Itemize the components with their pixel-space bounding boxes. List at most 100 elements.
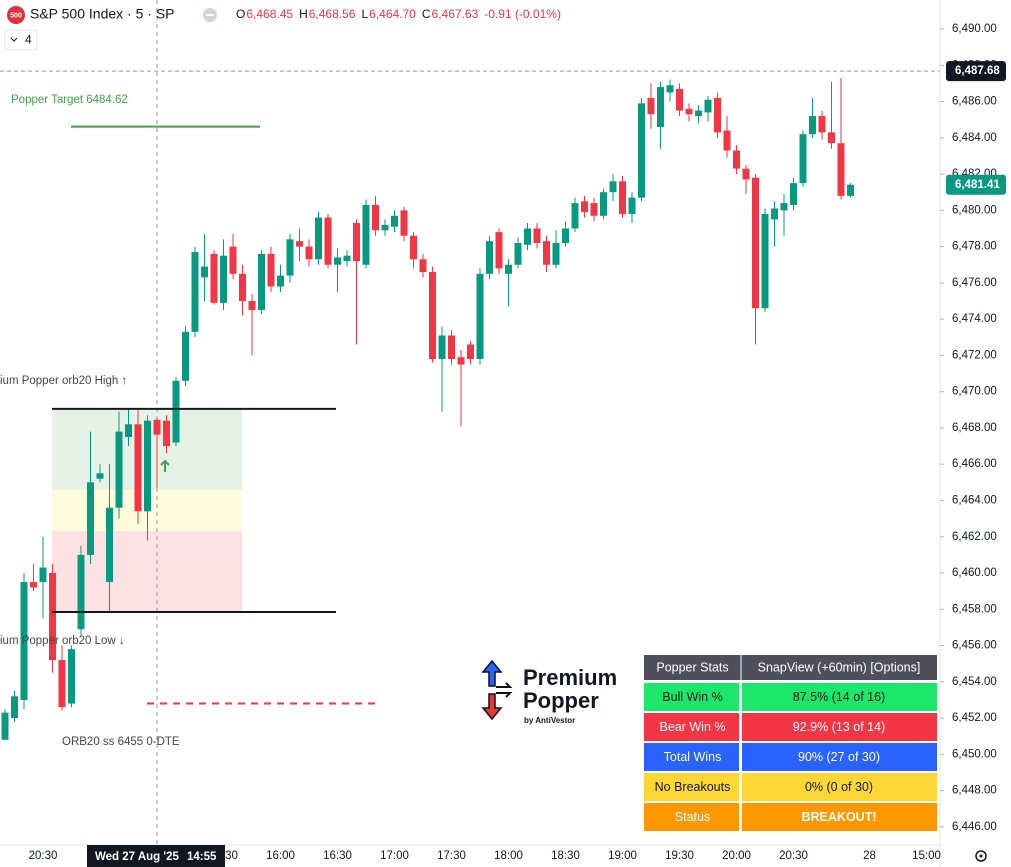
candle-body	[277, 275, 284, 287]
candle-body	[676, 88, 683, 111]
symbol: S&P 500 Index · 5 · SP	[30, 6, 175, 22]
ohlc-value: 6,464.70	[369, 7, 416, 21]
ohlc-key: H	[299, 7, 308, 21]
x-tick-label: 20:00	[722, 850, 751, 862]
candle-body	[258, 253, 265, 311]
settings-icon[interactable]	[975, 850, 987, 862]
candle-body	[647, 97, 655, 115]
candle-body	[20, 582, 28, 700]
plot-area: Popper Target 6484.62 ium Popper orb20 Hi…	[0, 0, 940, 845]
candle-body	[220, 255, 227, 303]
candle-body	[58, 660, 66, 708]
table-cell	[742, 713, 937, 741]
candle-body	[372, 204, 379, 231]
y-tick-label: 6,468.00	[952, 422, 997, 434]
candle-body	[628, 197, 636, 214]
candle-body	[533, 228, 541, 243]
last-price-label: 6,481.41	[955, 179, 1000, 191]
candle-body	[495, 232, 503, 269]
candle-body	[39, 567, 47, 583]
candle-body	[381, 224, 389, 231]
candle-body	[324, 217, 332, 265]
x-tick-label: 20:30	[29, 850, 58, 862]
logo-byline: by AntiVestor	[524, 716, 575, 725]
y-tick-label: 6,474.00	[952, 313, 997, 325]
candle-body	[771, 208, 778, 220]
candle-body	[210, 253, 218, 303]
crosshair-date: Wed 27 Aug '25	[95, 851, 180, 863]
y-tick-label: 6,466.00	[952, 458, 997, 470]
indicators-count: 4	[25, 33, 32, 47]
x-tick-label: 16:30	[323, 850, 352, 862]
y-tick-label: 6,476.00	[952, 277, 997, 289]
candle-body	[723, 130, 731, 151]
candle-body	[467, 344, 474, 360]
candle-body	[600, 192, 607, 216]
candle-body	[505, 264, 512, 274]
candle-body	[799, 134, 807, 184]
table-value: 92.9% (13 of 14)	[793, 720, 885, 734]
candle-body	[400, 210, 408, 236]
orb-low-label: ium Popper orb20 Low ↓	[0, 635, 125, 647]
candle-body	[448, 335, 455, 360]
y-tick-label: 6,484.00	[952, 132, 997, 144]
candle-body	[248, 301, 256, 311]
table-value: BREAKOUT!	[802, 810, 877, 824]
target-label: Popper Target 6484.62	[11, 94, 128, 106]
x-tick-label: 15:00	[912, 850, 941, 862]
candle-body	[77, 554, 85, 630]
candle-body	[571, 203, 579, 229]
candle-body	[229, 246, 237, 274]
candle-body	[96, 473, 104, 479]
x-tick-label: 20:30	[779, 850, 808, 862]
candle-body	[182, 331, 189, 381]
candle-body	[267, 253, 275, 287]
table-label: Status	[675, 810, 710, 824]
y-tick-label: 6,478.00	[952, 241, 997, 253]
table-header-cell: SnapView (+60min) [Options]	[758, 660, 921, 674]
candle-body	[619, 181, 626, 214]
candle-body	[30, 582, 37, 588]
table-label: Total Wins	[664, 750, 722, 764]
stats-table: Popper Stats SnapView (+60min) [Options] B…	[644, 655, 937, 831]
table-cell	[742, 773, 937, 801]
y-tick-label: 6,460.00	[952, 567, 997, 579]
candle-body	[11, 696, 18, 719]
candle-body	[106, 507, 113, 583]
x-tick-label: 16:00	[266, 850, 295, 862]
ohlc-value: 6,468.45	[246, 7, 293, 21]
candle-body	[704, 99, 712, 113]
eye-icon[interactable]	[203, 8, 217, 22]
candle-body	[438, 335, 446, 360]
candle-body	[562, 228, 569, 243]
table-value: 90% (27 of 30)	[798, 750, 880, 764]
candle-body	[476, 273, 484, 360]
stop-label: ORB20 ss 6455 0-DTE	[62, 736, 180, 748]
candle-body	[818, 116, 826, 133]
candle-body	[837, 143, 845, 196]
candle-body	[49, 573, 56, 661]
candle-body	[115, 431, 123, 508]
y-tick-label: 6,450.00	[952, 748, 997, 760]
candle-body	[410, 235, 417, 260]
candle-body	[315, 217, 322, 260]
table-header	[644, 655, 937, 680]
x-tick-label: 19:00	[608, 850, 637, 862]
candle-body	[305, 246, 313, 260]
table-header-cell: Popper Stats	[656, 660, 728, 674]
table-cell	[644, 803, 739, 831]
indicators-toggle[interactable]	[4, 29, 38, 51]
candle-body	[296, 241, 303, 247]
candle-body	[125, 424, 132, 438]
candle-body	[733, 150, 740, 169]
candle-body	[286, 239, 294, 276]
breakout-arrow	[160, 459, 170, 472]
candle-body	[457, 357, 465, 365]
ohlc-key: O	[236, 7, 245, 21]
x-tick-label: 17:30	[437, 850, 466, 862]
axes: 6,490.006,488.006,486.006,484.006,482.00…	[29, 23, 1006, 867]
candle-body	[685, 108, 693, 115]
crosshair-time: 14:55	[187, 851, 217, 863]
ohlc-key: L	[361, 7, 368, 21]
candle-body	[752, 177, 759, 309]
